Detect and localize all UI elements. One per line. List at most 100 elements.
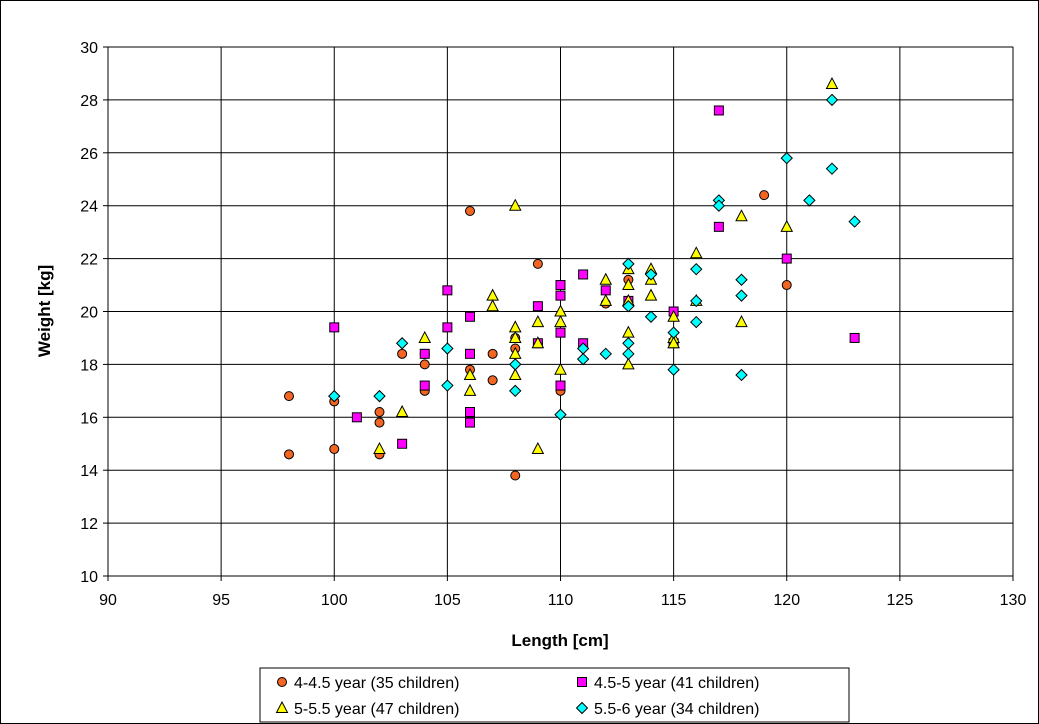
diamond-point (780, 151, 793, 165)
legend-triangle-icon (275, 700, 289, 713)
diamond-point (690, 262, 703, 276)
square-point (555, 327, 566, 338)
y-tick-label: 24 (80, 199, 98, 216)
diamond-point (825, 162, 839, 175)
x-tick-label: 105 (434, 592, 461, 609)
diamond-point (690, 315, 703, 329)
tick-labels: 90 95 100 105 110 115 120 125 130 10 12 14 16 18 20 22 2… (80, 40, 1026, 609)
legend-box (259, 667, 850, 723)
triangle-point (599, 272, 613, 285)
diamond-point (622, 347, 635, 361)
diamond-point (803, 194, 816, 207)
triangle-point (373, 441, 386, 455)
legend-label: 4.5-5 year (41 children) (594, 675, 759, 692)
series-1 (284, 190, 792, 481)
triangle-point (554, 315, 567, 328)
circle-point (397, 348, 408, 359)
triangle-point (780, 219, 794, 232)
square-point (397, 438, 408, 449)
square-point (532, 301, 543, 312)
circle-point (374, 417, 385, 428)
square-point (465, 348, 475, 359)
diamond-point (373, 389, 386, 403)
diamond-point (509, 358, 522, 371)
triangle-point (667, 309, 680, 322)
triangle-point (622, 277, 635, 291)
circle-point (759, 190, 770, 201)
x-tick-label: 130 (1000, 592, 1027, 609)
y-tick-label: 10 (80, 569, 98, 586)
y-tick-label: 22 (80, 252, 98, 269)
y-tick-label: 26 (80, 146, 98, 163)
square-point (555, 280, 566, 291)
square-point (600, 285, 611, 296)
y-tick-label: 20 (80, 305, 98, 322)
square-point (442, 322, 453, 333)
diamond-point (622, 300, 635, 313)
y-tick-label: 30 (80, 40, 98, 57)
triangle-point (508, 198, 522, 211)
triangle-point (599, 293, 613, 306)
circle-point (487, 348, 498, 359)
legend-circle-icon (277, 677, 287, 687)
x-axis-label: Length [cm] (511, 631, 608, 650)
circle-point (781, 280, 792, 291)
diamond-point (712, 199, 726, 212)
y-tick-label: 14 (80, 463, 98, 480)
x-tick-label: 110 (548, 592, 574, 609)
triangle-point (508, 367, 522, 380)
square-point (555, 290, 566, 301)
circle-point (329, 444, 340, 455)
square-point (419, 380, 430, 391)
diamond-point (441, 342, 454, 355)
x-tick-label: 120 (773, 592, 800, 609)
triangle-point (463, 383, 477, 396)
x-tick-label: 115 (661, 592, 687, 609)
diamond-point (690, 294, 703, 308)
square-point (849, 332, 860, 343)
diamond-point (735, 273, 748, 286)
triangle-point (508, 330, 522, 343)
diamond-point (825, 93, 839, 107)
square-point (781, 253, 792, 264)
legend-diamond-icon (575, 701, 589, 715)
legend-item: 4.5-5 year (41 children) (577, 675, 759, 692)
square-point (329, 322, 340, 333)
circle-point (487, 375, 498, 386)
diamond-point (667, 326, 680, 339)
y-tick-label: 28 (80, 93, 98, 110)
legend-label: 5.5-6 year (34 children) (594, 701, 759, 718)
triangle-point (554, 362, 567, 375)
square-point (465, 311, 475, 322)
square-point (465, 407, 475, 418)
legend: 4-4.5 year (35 children) 4.5-5 year (41 c… (259, 667, 850, 723)
triangle-point (531, 336, 545, 349)
diamond-point (441, 379, 454, 392)
triangle-point (622, 357, 635, 370)
triangle-point (486, 299, 499, 312)
x-tick-label: 100 (321, 592, 348, 609)
triangle-point (689, 246, 703, 259)
diamond-point (644, 310, 658, 323)
triangle-point (418, 330, 432, 343)
data-points (284, 76, 861, 481)
series-4 (328, 93, 861, 421)
legend-item: 4-4.5 year (35 children) (277, 675, 459, 692)
triangle-point (735, 209, 748, 222)
y-tick-label: 16 (80, 410, 98, 427)
y-tick-label: 12 (80, 516, 98, 533)
square-point (713, 105, 724, 116)
square-point (578, 269, 589, 280)
square-point (419, 348, 430, 359)
x-tick-label: 90 (99, 592, 117, 609)
circle-point (284, 391, 294, 402)
diamond-point (848, 215, 861, 228)
triangle-point (531, 441, 545, 455)
diamond-point (328, 389, 341, 403)
legend-square-icon (577, 677, 587, 687)
diamond-point (667, 363, 680, 376)
circle-point (510, 470, 521, 481)
diamond-point (622, 257, 635, 271)
diamond-point (576, 352, 590, 366)
triangle-point (644, 288, 658, 301)
